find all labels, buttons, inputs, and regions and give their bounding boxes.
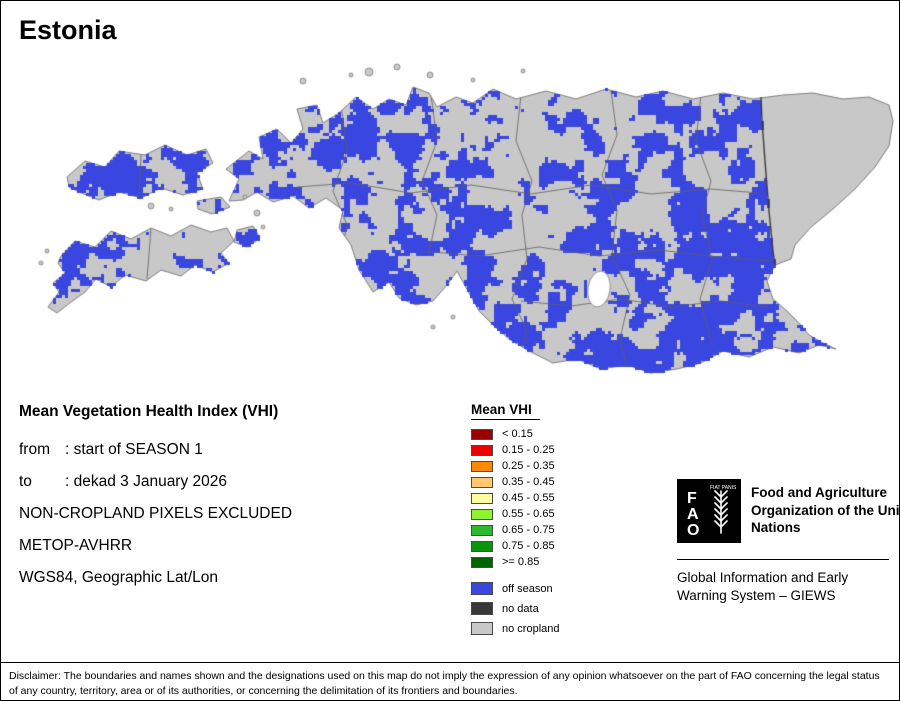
legend-row: 0.75 - 0.85 <box>471 540 560 552</box>
legend-label: no data <box>502 602 539 615</box>
legend-color-swatch <box>471 428 493 440</box>
info-row-to: to : dekad 3 January 2026 <box>19 473 292 491</box>
fao-letter-f: F <box>687 490 697 507</box>
legend-class-list: < 0.15 0.15 - 0.25 0.25 - 0.35 0.35 - 0.45 0… <box>471 428 560 568</box>
info-line-noncropland: NON-CROPLAND PIXELS EXCLUDED <box>19 505 293 522</box>
fao-organization-name: Food and Agriculture Organization of the… <box>751 485 900 536</box>
disclaimer-text: Disclaimer: The boundaries and names sho… <box>1 661 899 701</box>
legend-color-swatch <box>471 476 493 488</box>
page-title: Estonia <box>19 15 117 45</box>
info-from-label: from <box>19 441 50 458</box>
legend-title: Mean VHI <box>471 402 540 420</box>
legend-color-swatch <box>471 460 493 472</box>
legend-label: no cropland <box>502 622 560 635</box>
info-line-projection: WGS84, Geographic Lat/Lon <box>19 569 219 586</box>
legend-label: 0.45 - 0.55 <box>502 492 555 504</box>
fao-logo-emblem: F A O FIAT PANIS <box>677 479 741 543</box>
info-row-from: from : start of SEASON 1 <box>19 441 292 459</box>
giews-caption: Global Information and Early Warning Sys… <box>677 559 889 605</box>
legend-label: 0.15 - 0.25 <box>502 444 555 456</box>
legend-label: >= 0.85 <box>502 556 540 568</box>
legend-row: no cropland <box>471 622 560 635</box>
info-line-sensor: METOP-AVHRR <box>19 537 133 554</box>
legend-color-swatch <box>471 602 493 615</box>
info-to-value: : dekad 3 January 2026 <box>65 473 228 490</box>
fao-logo: F A O FIAT PANIS <box>677 479 741 548</box>
legend-row: 0.15 - 0.25 <box>471 444 560 456</box>
info-to-label: to <box>19 473 32 490</box>
legend-row: 0.65 - 0.75 <box>471 524 560 536</box>
legend-row: off season <box>471 582 560 595</box>
legend-color-swatch <box>471 524 493 536</box>
legend-label: 0.25 - 0.35 <box>502 460 555 472</box>
legend-row: < 0.15 <box>471 428 560 440</box>
wheat-ear-icon <box>714 490 728 534</box>
legend-color-swatch <box>471 444 493 456</box>
legend-label: < 0.15 <box>502 428 533 440</box>
legend-color-swatch <box>471 556 493 568</box>
legend-color-swatch <box>471 582 493 595</box>
legend-label: 0.65 - 0.75 <box>502 524 555 536</box>
legend-label: 0.55 - 0.65 <box>502 508 555 520</box>
map-info-block: Mean Vegetation Health Index (VHI) from:… <box>19 403 292 601</box>
legend-row: 0.55 - 0.65 <box>471 508 560 520</box>
legend-label: off season <box>502 582 553 595</box>
legend-row: no data <box>471 602 560 615</box>
legend-row: >= 0.85 <box>471 556 560 568</box>
fao-letter-o: O <box>687 522 699 539</box>
fao-letter-a: A <box>687 506 699 523</box>
vhi-legend: Mean VHI < 0.15 0.15 - 0.25 0.25 - 0.35 0.3… <box>471 401 560 642</box>
legend-row: 0.35 - 0.45 <box>471 476 560 488</box>
info-from-value: : start of SEASON 1 <box>65 441 203 458</box>
legend-row: 0.25 - 0.35 <box>471 460 560 472</box>
legend-color-swatch <box>471 622 493 635</box>
legend-color-swatch <box>471 540 493 552</box>
legend-extra-list: off season no data no cropland <box>471 582 560 635</box>
legend-label: 0.35 - 0.45 <box>502 476 555 488</box>
info-heading: Mean Vegetation Health Index (VHI) <box>19 403 279 420</box>
legend-label: 0.75 - 0.85 <box>502 540 555 552</box>
estonia-vhi-map <box>1 1 899 421</box>
legend-color-swatch <box>471 492 493 504</box>
fao-motto: FIAT PANIS <box>710 485 737 491</box>
fao-logo-background <box>677 479 741 543</box>
legend-color-swatch <box>471 508 493 520</box>
legend-row: 0.45 - 0.55 <box>471 492 560 504</box>
